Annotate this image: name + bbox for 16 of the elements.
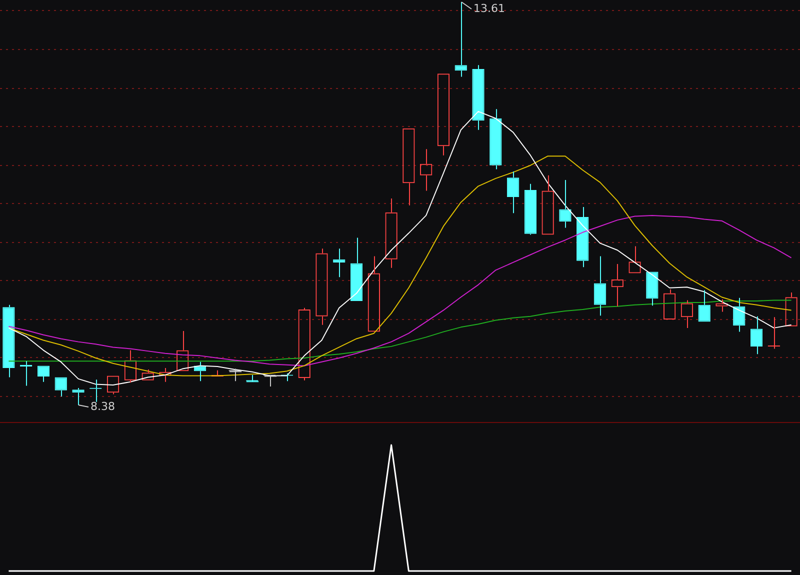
candlestick <box>646 272 658 306</box>
candlestick <box>20 360 32 386</box>
candlestick <box>594 256 606 316</box>
candlestick <box>72 388 84 406</box>
candlestick <box>2 304 15 378</box>
candlestick <box>194 361 206 382</box>
annotation: 8.38 <box>90 400 115 413</box>
candlestick <box>768 316 780 350</box>
candlestick <box>333 248 346 278</box>
candlestick <box>490 108 502 170</box>
candlestick <box>524 183 537 236</box>
candlestick <box>454 2 467 78</box>
annotation: 13.61 <box>474 2 505 15</box>
candlestick <box>350 237 363 301</box>
candlestick <box>576 206 589 268</box>
candlestick <box>472 64 484 130</box>
